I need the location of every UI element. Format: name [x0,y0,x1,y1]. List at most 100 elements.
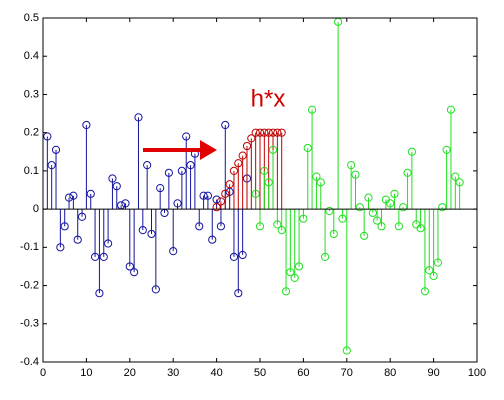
stem-marker [399,203,408,212]
y-tick-label: 0.5 [24,12,39,24]
stem-marker [77,212,87,221]
stem-marker [121,199,130,208]
stem-marker [47,161,56,170]
stem-marker [433,258,443,267]
stem-marker [268,128,278,137]
stem-marker [281,287,291,296]
stem-marker [221,189,230,198]
stem-marker [407,147,416,156]
stem-marker [147,229,156,239]
stem-marker [438,203,447,212]
stem-marker [208,235,217,244]
x-tick-label: 100 [468,367,486,379]
stem-marker [221,120,230,130]
stem-marker [151,285,160,294]
stem-marker [294,262,304,271]
stem-marker [268,145,278,154]
stem-marker [225,180,234,189]
stem-marker [125,262,134,271]
stem-marker [216,197,226,206]
stem-marker [286,268,295,277]
stem-marker [234,289,243,298]
stem-marker [299,214,308,223]
stem-marker [329,229,338,239]
stem-marker [377,222,386,231]
stem-marker [234,159,243,168]
stem-marker [229,166,239,175]
stem-marker [416,224,425,233]
stem-marker [242,141,252,151]
stem-marker [134,113,143,122]
stem-marker [238,250,247,260]
stem-marker [43,132,52,141]
stem-marker [203,191,213,200]
stem-marker [195,222,204,231]
stem-marker [316,178,325,187]
stem-marker [251,128,260,137]
stem-marker [177,166,186,175]
y-tick-label: -0.2 [20,279,39,291]
stem-marker [321,252,330,261]
stem-marker [373,216,382,225]
stem-marker [394,222,403,231]
stem-marker [143,161,152,170]
stem-marker [273,128,282,137]
arrow-head [200,140,217,160]
stem-marker [199,191,208,200]
stem-marker [164,168,173,177]
stem-marker [60,222,69,231]
stem-marker [338,214,347,223]
stem-marker [186,161,195,170]
x-tick-label: 80 [384,367,396,379]
stem-marker [112,182,121,191]
stem-marker [173,199,182,208]
stem-marker [56,243,65,252]
stem-marker [277,226,286,235]
stem-marker [446,105,456,114]
stem-marker [364,193,373,202]
stem-marker [138,226,147,235]
stem-marker [156,183,165,193]
stem-marker [260,166,269,175]
stem-marker [130,268,139,277]
x-tick-label: 90 [427,367,439,379]
stem-marker [264,178,273,187]
stem-marker [442,145,451,154]
x-tick-label: 70 [341,367,353,379]
stem-marker [212,203,221,212]
x-tick-label: 20 [124,367,136,379]
stem-marker [104,239,113,248]
stem-marker [182,132,191,141]
y-tick-label: 0.2 [24,127,39,139]
stem-marker [342,346,351,355]
stem-marker [255,128,265,137]
stem-marker [273,220,282,229]
stem-marker [69,191,78,200]
stem-marker [238,151,247,160]
stem-marker [108,174,117,183]
stem-marker [307,105,317,114]
stem-marker [51,145,61,154]
stem-marker [360,231,369,240]
stem-marker [429,271,438,281]
stem-marker [73,235,82,244]
stem-marker [247,134,256,143]
y-tick-label: -0.3 [20,318,39,330]
stem-marker [99,252,108,261]
stem-marker [255,222,265,231]
x-tick-label: 60 [297,367,309,379]
stem-marker [277,128,286,137]
x-tick-label: 40 [210,367,222,379]
marks [43,17,477,355]
stem-marker [229,252,239,261]
stem-marker [95,289,104,298]
stem-marker [390,189,399,198]
stem-marker [251,189,260,198]
x-tick-label: 10 [80,367,92,379]
stem-marker [451,172,460,181]
y-tick-label: 0 [33,203,39,215]
x-tick-label: 50 [254,367,266,379]
stem-marker [260,128,269,137]
y-tick-label: -0.4 [20,356,39,368]
